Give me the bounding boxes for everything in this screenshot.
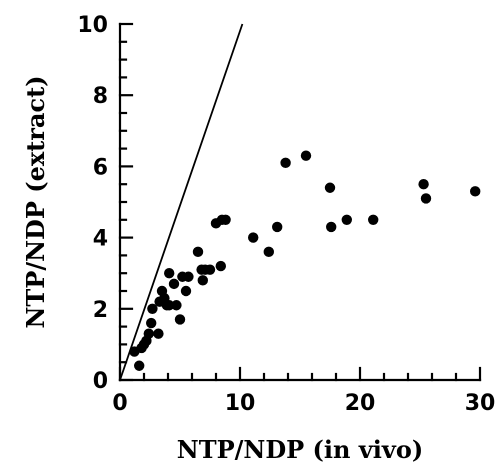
data-points — [129, 150, 481, 371]
data-point — [263, 246, 274, 258]
y-tick-label: 8 — [93, 84, 108, 109]
y-tick-label: 10 — [77, 13, 108, 38]
data-point — [180, 285, 192, 297]
data-point — [470, 186, 481, 197]
y-axis-label: NTP/NDP (extract) — [21, 75, 50, 328]
data-point — [326, 221, 337, 233]
data-point — [147, 303, 158, 314]
y-tick-label: 4 — [93, 227, 108, 252]
data-point — [146, 317, 157, 329]
data-point — [280, 157, 291, 169]
x-tick-label: 30 — [465, 391, 496, 416]
reference-line-layer — [119, 23, 244, 381]
data-point — [168, 278, 180, 290]
axes: 0 10 20 30 0 2 4 6 8 10 — [77, 13, 495, 416]
data-point — [164, 268, 175, 279]
y-tick-label: 0 — [93, 369, 108, 394]
data-point — [204, 264, 216, 275]
data-point — [220, 214, 231, 225]
data-point — [418, 179, 429, 190]
data-point — [248, 232, 259, 243]
data-point — [197, 275, 208, 286]
data-point — [183, 271, 194, 282]
x-axis-label: NTP/NDP (in vivo) — [177, 435, 423, 464]
x-tick-label: 0 — [112, 391, 127, 416]
x-tick-label: 20 — [345, 391, 376, 416]
data-point — [192, 246, 204, 258]
data-point — [215, 260, 226, 272]
data-point — [272, 221, 283, 233]
data-point — [324, 182, 336, 193]
data-point — [134, 360, 145, 371]
data-point — [300, 150, 312, 161]
data-point — [164, 300, 175, 311]
identity-line — [119, 23, 244, 381]
data-point — [420, 193, 432, 204]
x-tick-label: 10 — [225, 391, 256, 416]
data-point — [174, 314, 186, 325]
data-point — [341, 214, 352, 225]
data-point — [368, 214, 379, 225]
y-tick-label: 2 — [93, 298, 108, 323]
data-point — [171, 300, 182, 311]
y-tick-label: 6 — [93, 155, 108, 180]
data-point — [143, 328, 154, 339]
data-point — [153, 328, 164, 339]
